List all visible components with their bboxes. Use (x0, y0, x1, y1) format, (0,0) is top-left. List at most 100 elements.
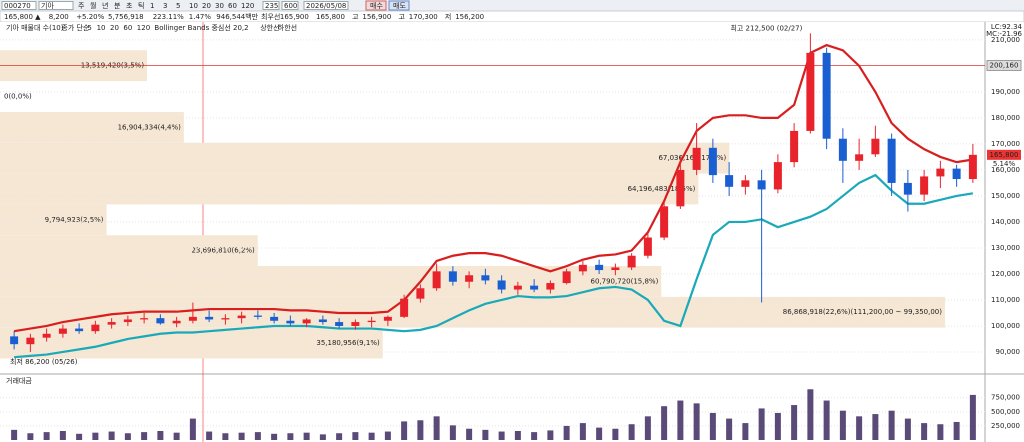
reference-tag (986, 59, 1022, 71)
toolbar-text[interactable]: 분 (114, 2, 121, 10)
toolbar-text[interactable]: 초 (126, 2, 133, 10)
volume-bar (108, 431, 115, 440)
volume-bar (921, 423, 928, 440)
toolbar-text[interactable]: 600 (284, 2, 297, 10)
y-tick-label: 90,000 (996, 348, 1021, 356)
toolbar-text[interactable]: 235 (265, 2, 278, 10)
volume-bar (189, 418, 196, 440)
candle-body (855, 154, 864, 161)
volume-profile-bar (0, 173, 699, 205)
volume-bar (823, 400, 830, 440)
candle-body (643, 237, 652, 256)
volume-bar (693, 403, 700, 440)
candle-body (465, 275, 474, 282)
candle-body (838, 138, 847, 161)
volume-bar (173, 432, 180, 440)
toolbar-text[interactable]: 60 (228, 2, 237, 10)
volume-bar (839, 410, 846, 440)
volume-tick-label: 750,000 (991, 394, 1020, 402)
candle-body (708, 147, 717, 176)
candle-body (627, 255, 636, 268)
candle-body (773, 162, 782, 190)
toolbar-field[interactable] (262, 1, 280, 10)
quote-item: 고 (399, 13, 406, 21)
toolbar-text[interactable]: 3 (163, 2, 167, 10)
bollinger-upper (13, 43, 974, 333)
toolbar-text[interactable]: 30 (215, 2, 224, 10)
volume-profile-bar (0, 235, 258, 267)
toolbar-text[interactable]: 기아 (41, 1, 54, 10)
toolbar-field[interactable] (303, 1, 349, 10)
legend-item: 120 (137, 24, 150, 32)
volume-bar (742, 423, 749, 440)
candle-body (302, 319, 311, 324)
buy-button[interactable] (365, 0, 387, 11)
volume-bar (27, 433, 34, 440)
toolbar-text[interactable]: 틱 (138, 1, 144, 10)
candle-body (107, 322, 116, 325)
candle-body (578, 264, 587, 272)
candle-body (530, 285, 539, 290)
quote-item: 156,900 (362, 13, 391, 21)
legend-item: 상한선 (260, 23, 279, 32)
candle-body (270, 316, 279, 321)
toolbar-text[interactable]: 년 (102, 1, 108, 10)
volume-bar (774, 412, 781, 440)
candle-body (920, 176, 929, 195)
y-tick-label: 160,000 (991, 166, 1020, 174)
volume-bar (888, 410, 895, 440)
quote-item: 저 (445, 12, 451, 21)
candle-body (611, 267, 620, 271)
quote-item: 최우선 (261, 12, 280, 21)
candle-body (595, 264, 604, 271)
indicator-label: LC:92.34 (991, 23, 1023, 31)
candle-body (432, 271, 441, 289)
last-price-label: 165,800 (990, 151, 1019, 159)
candle-body (481, 275, 490, 281)
toolbar-text[interactable]: 20 (202, 2, 211, 10)
volume-profile-label: 9,794,923(2,5%) (45, 216, 104, 224)
toolbar-field[interactable] (1, 1, 37, 10)
sell-button[interactable] (388, 0, 410, 11)
volume-bar (563, 425, 570, 440)
candle-body (318, 319, 327, 323)
volume-bar (677, 400, 684, 440)
volume-bar (319, 434, 326, 440)
toolbar-text[interactable]: 주 (78, 2, 85, 10)
candle-body (58, 328, 67, 334)
candle-body (91, 324, 100, 332)
legend-item: 10 (97, 24, 106, 32)
toolbar-text[interactable]: 2026/05/08 (306, 2, 346, 10)
toolbar-text[interactable]: 5 (176, 2, 180, 10)
quote-item: 156,200 (455, 13, 484, 21)
volume-bar (791, 405, 798, 440)
toolbar-field[interactable] (38, 1, 74, 10)
toolbar-text[interactable]: 월 (90, 1, 96, 10)
buy-text[interactable]: 매수 (370, 2, 383, 10)
toolbar-text[interactable]: 10 (189, 2, 198, 10)
toolbar-text[interactable]: 000270 (4, 2, 31, 10)
y-tick-label: 190,000 (991, 88, 1020, 96)
candle-body (253, 315, 262, 317)
quote-item: 1.47% (189, 13, 212, 21)
candle-body (416, 288, 425, 299)
quote-item: 8,200 (49, 13, 69, 21)
toolbar-text[interactable]: 120 (241, 2, 254, 10)
volume-bar (417, 420, 424, 440)
volume-bar (904, 418, 911, 440)
toolbar-field[interactable] (281, 1, 299, 10)
candle-body (400, 298, 409, 317)
sell-text[interactable]: 매도 (393, 2, 406, 10)
candle-body (676, 169, 685, 207)
candle-body (26, 337, 35, 345)
candle-body (871, 138, 880, 155)
candle-body (692, 147, 701, 170)
volume-profile-label: 35,180,956(9,1%) (316, 339, 380, 347)
volume-bar (401, 421, 408, 440)
volume-bar (466, 428, 473, 440)
volume-bar (124, 433, 131, 440)
volume-bar (303, 432, 310, 440)
candle-body (513, 285, 522, 290)
toolbar-text[interactable]: 1 (150, 2, 154, 10)
